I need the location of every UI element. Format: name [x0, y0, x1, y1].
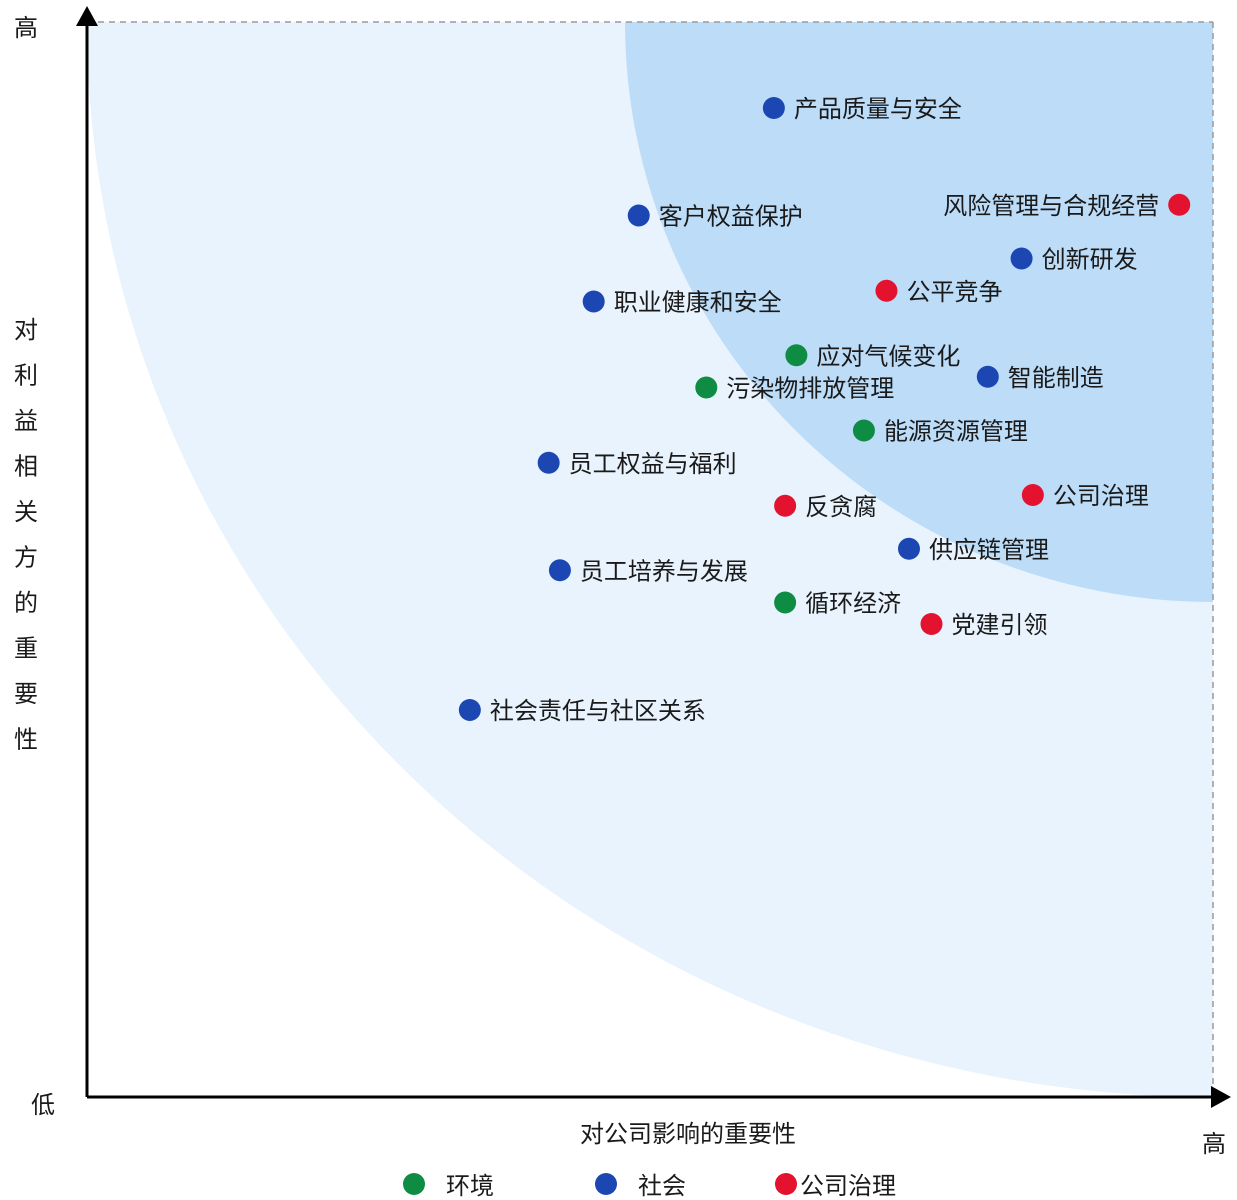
- legend-label: 公司治理: [800, 1172, 896, 1200]
- data-point: [785, 344, 808, 367]
- y-axis-title-char: 关: [14, 498, 38, 526]
- data-point-label: 供应链管理: [929, 536, 1049, 564]
- legend-label: 环境: [446, 1172, 494, 1200]
- legend-marker: [595, 1173, 617, 1195]
- data-point-label: 客户权益保护: [659, 203, 803, 231]
- y-high-label: 高: [14, 14, 38, 42]
- data-point-label: 应对气候变化: [816, 342, 960, 370]
- data-point-label: 公平竞争: [906, 278, 1002, 306]
- data-point-label: 创新研发: [1042, 246, 1138, 274]
- legend-marker: [775, 1173, 797, 1195]
- data-point: [920, 613, 943, 635]
- legend-label: 社会: [638, 1172, 686, 1200]
- data-point: [1021, 484, 1044, 506]
- data-point: [458, 699, 481, 721]
- x-axis-title: 对公司影响的重要性: [580, 1120, 796, 1148]
- high-importance-region: [625, 22, 1213, 602]
- x-low-label: 低: [31, 1091, 55, 1119]
- y-axis-title-char: 对: [14, 316, 38, 344]
- data-point: [1010, 247, 1033, 270]
- x-high-label: 高: [1202, 1130, 1226, 1158]
- data-point: [548, 559, 571, 582]
- x-axis-arrow: [1211, 1086, 1231, 1108]
- data-point: [852, 419, 875, 442]
- y-axis-title-char: 性: [14, 726, 38, 754]
- data-point-label: 污染物排放管理: [726, 375, 894, 403]
- y-axis-title-char: 利: [14, 362, 38, 390]
- y-axis-title-char: 的: [14, 589, 38, 617]
- y-axis-title-char: 相: [14, 453, 38, 481]
- data-point: [582, 290, 605, 313]
- data-point-label: 循环经济: [805, 590, 901, 618]
- data-point-label: 员工权益与福利: [569, 450, 737, 478]
- data-point: [875, 279, 898, 302]
- data-point: [774, 591, 797, 614]
- data-point-label: 智能制造: [1008, 364, 1104, 392]
- data-point-label: 社会责任与社区关系: [490, 697, 706, 725]
- data-point: [537, 451, 560, 474]
- data-point-label: 产品质量与安全: [794, 95, 962, 123]
- data-point-label: 反贪腐: [805, 493, 877, 521]
- legend-marker: [403, 1173, 425, 1195]
- data-point-label: 能源资源管理: [884, 418, 1028, 446]
- data-point-label: 公司治理: [1053, 482, 1149, 510]
- data-point-label: 员工培养与发展: [580, 557, 748, 585]
- data-point: [762, 97, 785, 119]
- data-point-label: 风险管理与合规经营: [943, 192, 1159, 220]
- y-axis-title-char: 益: [14, 407, 38, 435]
- legend: 环境 社会 公司治理: [403, 1172, 896, 1200]
- data-point: [695, 376, 718, 399]
- data-point: [897, 537, 920, 560]
- y-axis-arrow: [76, 6, 98, 26]
- data-point: [627, 204, 650, 227]
- y-axis-title-char: 方: [14, 544, 38, 572]
- data-point-label: 职业健康和安全: [614, 289, 782, 317]
- y-axis-title-char: 要: [14, 680, 38, 708]
- data-point: [976, 365, 999, 388]
- data-point-label: 党建引领: [952, 611, 1048, 639]
- data-point: [774, 494, 797, 517]
- data-point: [1168, 193, 1191, 216]
- y-axis-title-char: 重: [14, 635, 38, 663]
